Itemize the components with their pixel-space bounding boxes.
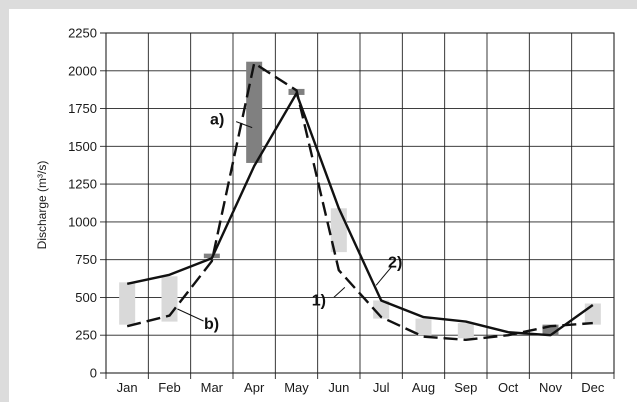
x-tick-label-mar: Mar	[201, 380, 224, 395]
x-tick-label-jan: Jan	[117, 380, 138, 395]
range-bar-dec	[584, 303, 601, 325]
range-bar-jan	[119, 282, 136, 325]
y-tick-label-2: 500	[75, 290, 97, 305]
y-tick-label-3: 750	[75, 252, 97, 267]
annotations: a) b) 1) 2)	[177, 112, 402, 333]
x-tick-label-oct: Oct	[498, 380, 519, 395]
range-bar-sep	[457, 323, 474, 339]
range-bar-aug	[415, 318, 432, 336]
series-lines	[126, 62, 594, 341]
x-tick-label-feb: Feb	[158, 380, 180, 395]
y-tick-labels: 0 250 500 750 1000 1250 1500 1750 2000 2250	[68, 26, 97, 381]
range-bar-nov	[542, 324, 559, 336]
x-tick-label-nov: Nov	[539, 380, 563, 395]
x-tick-label-dec: Dec	[581, 380, 605, 395]
annotation-leader-1	[235, 121, 253, 129]
x-tick-labels: Jan Feb Mar Apr May Jun Jul Aug Sep Oct Nov Dec	[117, 380, 605, 395]
y-tick-label-6: 1500	[68, 139, 97, 154]
annotation-label-4: 2)	[388, 254, 402, 271]
range-bar-apr	[246, 61, 263, 163]
y-axis-label: Discharge (m³/s)	[35, 161, 49, 250]
annotation-leader-2	[177, 308, 204, 322]
annotation-label-1: a)	[210, 112, 224, 129]
y-tick-label-0: 0	[90, 366, 97, 381]
x-tick-label-apr: Apr	[244, 380, 265, 395]
y-tick-label-1: 250	[75, 328, 97, 343]
plot-border	[105, 32, 615, 374]
annotation-label-2: b)	[204, 316, 219, 333]
y-tick-label-4: 1000	[68, 214, 97, 229]
annotation-leader-4	[375, 266, 392, 286]
series-line-2	[126, 92, 594, 337]
y-tick-label-7: 1750	[68, 101, 97, 116]
x-tick-label-jun: Jun	[328, 380, 349, 395]
x-tick-label-may: May	[284, 380, 309, 395]
grid-lines	[100, 32, 615, 379]
plot-frame	[105, 32, 615, 374]
x-tick-label-aug: Aug	[412, 380, 435, 395]
y-tick-label-5: 1250	[68, 177, 97, 192]
x-tick-label-jul: Jul	[373, 380, 390, 395]
annotation-label-3: 1)	[312, 292, 326, 309]
y-tick-label-9: 2250	[68, 26, 97, 41]
y-tick-label-8: 2000	[68, 63, 97, 78]
x-tick-label-sep: Sep	[454, 380, 477, 395]
annotation-leader-3	[333, 287, 346, 298]
